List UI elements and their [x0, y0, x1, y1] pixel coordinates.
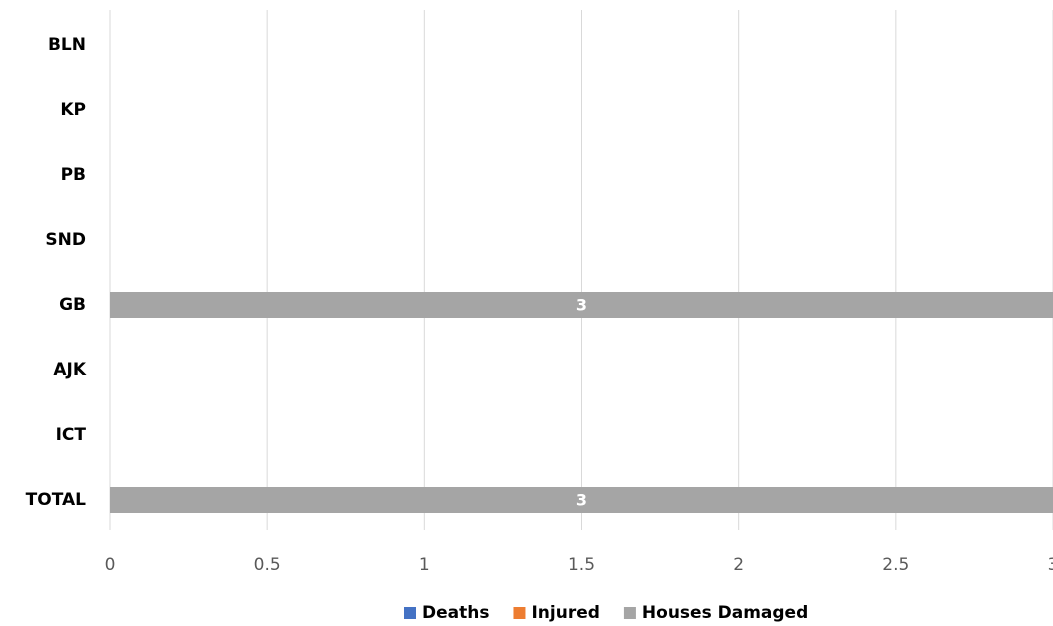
legend-label: Injured — [531, 603, 599, 623]
y-tick-label: TOTAL — [26, 490, 86, 510]
x-tick-label: 2 — [733, 555, 744, 575]
y-tick-label: ICT — [56, 425, 87, 445]
x-tick-label: 1.5 — [568, 555, 595, 575]
x-tick-label: 1 — [419, 555, 430, 575]
x-tick-label: 0.5 — [254, 555, 281, 575]
y-tick-label: AJK — [53, 360, 86, 380]
data-label: 3 — [576, 491, 587, 510]
legend-swatch — [623, 607, 636, 619]
y-tick-label: GB — [59, 295, 86, 315]
legend-swatch — [513, 607, 526, 619]
bar — [110, 487, 1053, 513]
y-tick-label: PB — [61, 165, 86, 185]
y-tick-label: SND — [45, 230, 86, 250]
data-label: 3 — [576, 296, 587, 315]
x-tick-label: 2.5 — [882, 555, 909, 575]
legend-label: Houses Damaged — [642, 603, 808, 623]
y-tick-label: KP — [60, 100, 86, 120]
y-tick-label: BLN — [48, 35, 86, 55]
legend-label: Deaths — [422, 603, 489, 623]
x-tick-label: 3 — [1048, 555, 1053, 575]
x-tick-label: 0 — [105, 555, 116, 575]
bar — [110, 292, 1053, 318]
legend-swatch — [404, 607, 416, 619]
